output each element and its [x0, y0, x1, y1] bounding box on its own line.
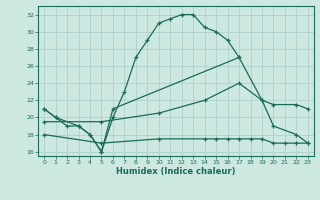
X-axis label: Humidex (Indice chaleur): Humidex (Indice chaleur)	[116, 167, 236, 176]
